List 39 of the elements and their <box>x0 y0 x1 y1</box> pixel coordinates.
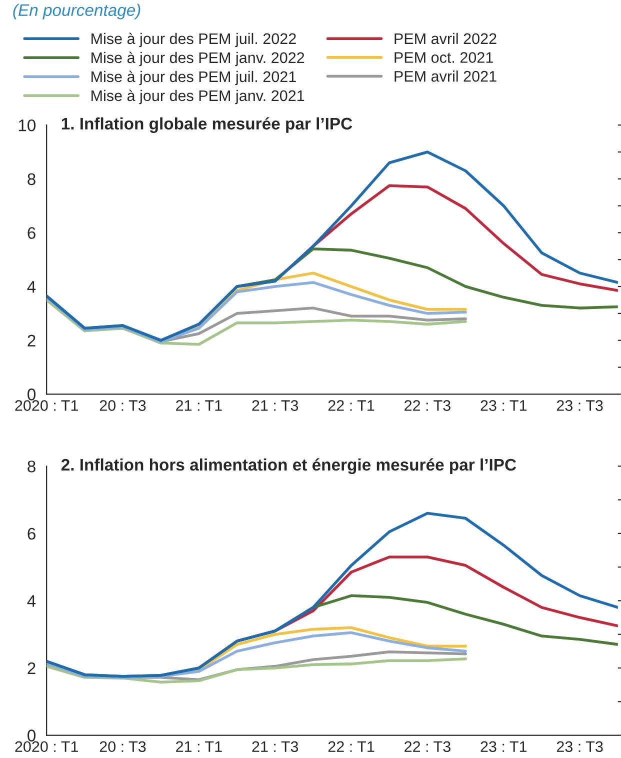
x-tick-label: 22 : T1 <box>328 741 374 752</box>
y-tick-label: 8 <box>28 173 36 186</box>
legend-label: Mise à jour des PEM juil. 2022 <box>92 32 296 48</box>
y-tick-label: 4 <box>27 595 36 607</box>
y-tick-label: 2 <box>28 662 36 674</box>
chart-title: 2. Inflation hors alimentation et énergie mesurée par l’IPC <box>61 458 516 474</box>
x-tick-label: 21 : T1 <box>176 741 222 752</box>
chart-subtitle: (En pourcentage) <box>13 4 140 20</box>
x-tick-label: 20 : T3 <box>100 400 146 411</box>
y-tick-label: 6 <box>28 528 36 540</box>
x-tick-label: 2020 : T1 <box>15 741 78 752</box>
y-tick-label: 8 <box>28 460 36 472</box>
y-tick-label: 0 <box>28 388 36 400</box>
legend-label: Mise à jour des PEM janv. 2022 <box>92 52 304 66</box>
x-tick-label: 23 : T1 <box>480 400 527 411</box>
x-tick-label: 23 : T3 <box>556 400 603 411</box>
legend-label: PEM oct. 2021 <box>394 52 493 63</box>
line-series <box>46 150 618 342</box>
y-tick-label: 6 <box>28 227 36 239</box>
x-tick-label: 20 : T3 <box>100 741 146 752</box>
x-tick-label: 23 : T1 <box>480 741 527 752</box>
legend-label: PEM avril 2022 <box>394 32 496 44</box>
legend-label: Mise à jour des PEM juil. 2021 <box>92 70 296 86</box>
x-tick-label: 2020 : T1 <box>15 400 78 411</box>
y-tick-label: 4 <box>27 281 36 293</box>
y-tick-label: 2 <box>28 334 36 346</box>
x-tick-label: 22 : T3 <box>404 400 450 411</box>
x-tick-label: 21 : T3 <box>252 741 298 752</box>
x-tick-label: 22 : T3 <box>404 741 450 752</box>
chart-title: 1. Inflation globale mesurée par l’IPC <box>62 117 352 133</box>
line-series <box>46 512 618 678</box>
y-tick-label: 0 <box>28 730 36 742</box>
y-tick-label: 10 <box>18 119 36 132</box>
x-tick-label: 23 : T3 <box>556 741 603 752</box>
legend-label: Mise à jour des PEM janv. 2021 <box>92 90 304 104</box>
x-tick-label: 21 : T1 <box>176 400 222 411</box>
x-tick-label: 21 : T3 <box>252 400 298 411</box>
legend-label: PEM avril 2021 <box>394 70 496 82</box>
x-tick-label: 22 : T1 <box>328 400 374 411</box>
